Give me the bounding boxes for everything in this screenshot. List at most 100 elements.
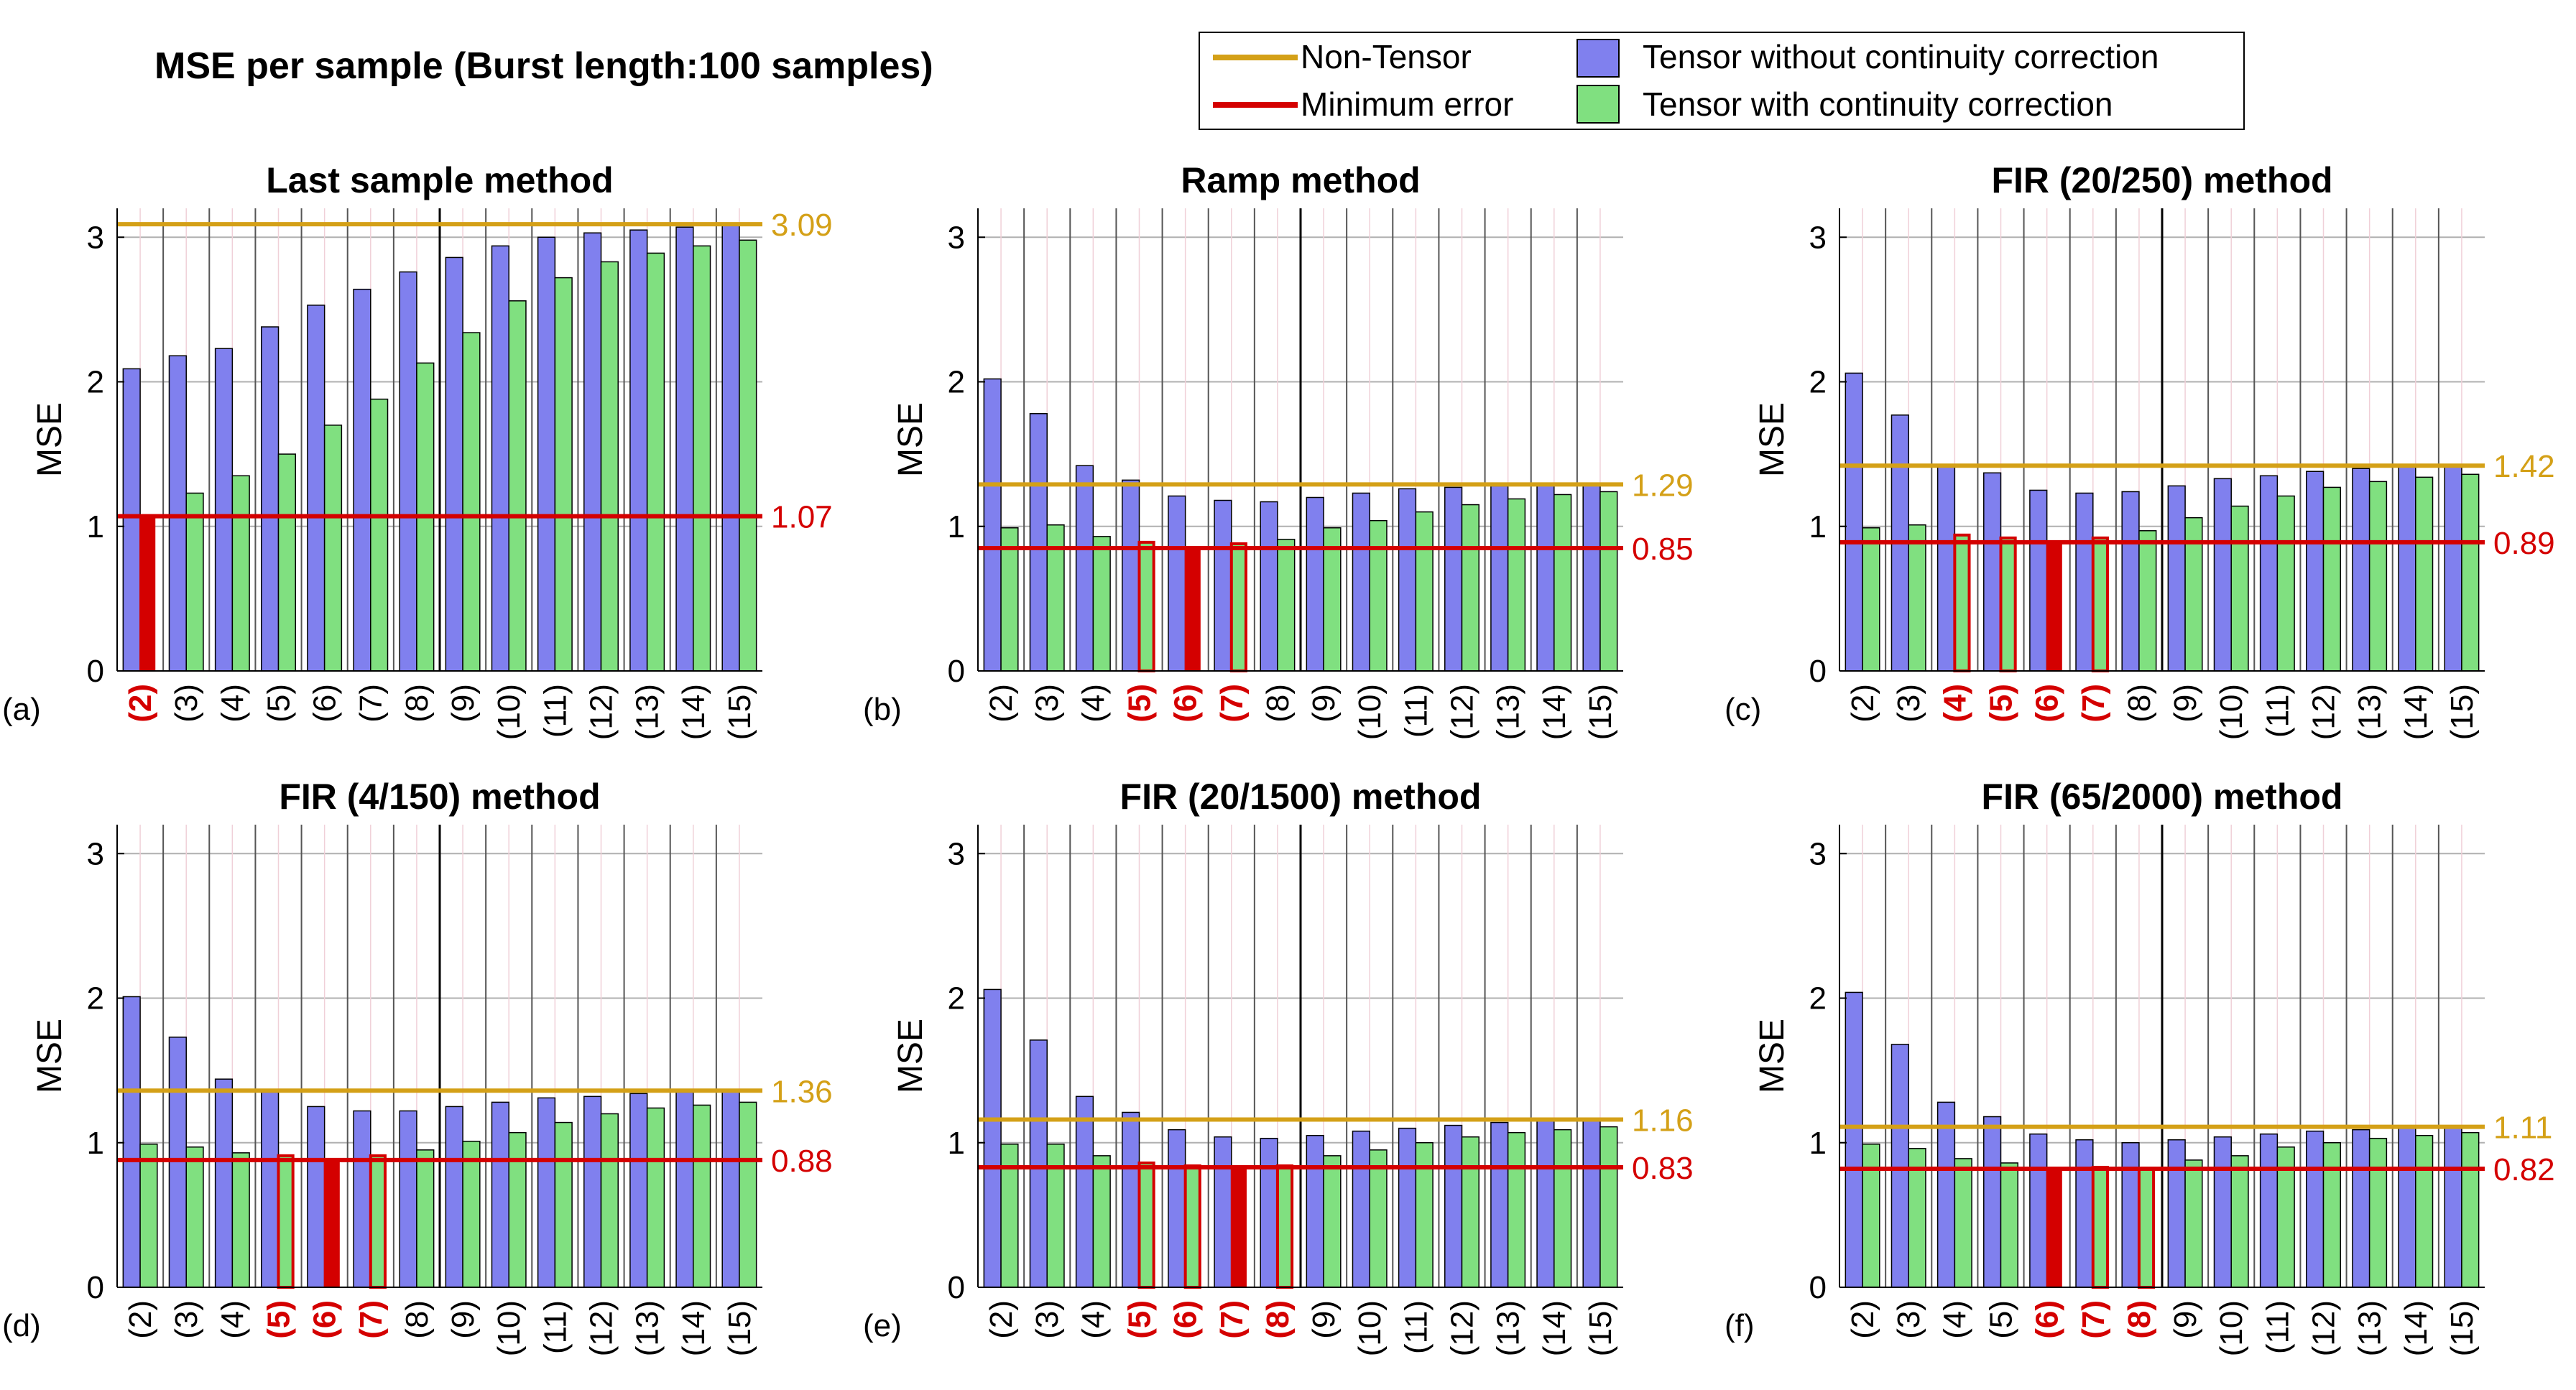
y-axis-label: MSE [892, 1019, 930, 1093]
x-tick-label: (4) [1937, 1300, 1972, 1339]
bar-without-correction [2075, 492, 2094, 672]
x-tick-label: (7) [1214, 1300, 1250, 1339]
bar-with-correction [231, 475, 250, 672]
bar-without-correction [1983, 472, 2002, 672]
chart-title: FIR (65/2000) method [1982, 777, 2343, 817]
x-tick-label: (14) [1537, 1300, 1572, 1356]
x-tick-label: (3) [1891, 684, 1926, 723]
bar-with-correction [185, 492, 204, 672]
non-tensor-value-label: 1.42 [2493, 449, 2555, 484]
x-tick-label: (13) [1491, 1300, 1526, 1356]
bar-with-correction [2461, 1131, 2480, 1288]
bar-without-correction [1214, 1136, 1232, 1288]
bar-without-correction [1122, 1111, 1140, 1288]
bar-without-correction [1582, 483, 1601, 672]
bar-with-correction [2415, 1134, 2434, 1288]
x-tick-label: (4) [1076, 684, 1111, 723]
y-axis-label: MSE [1753, 402, 1791, 477]
x-tick-label: (6) [308, 684, 343, 723]
bar-with-correction [2415, 476, 2434, 672]
bar-without-correction [353, 1110, 371, 1288]
bar-without-correction [2121, 491, 2140, 672]
y-tick-label: 0 [948, 654, 965, 689]
bar-without-correction [491, 1101, 509, 1288]
bar-without-correction [1352, 492, 1370, 672]
bar-without-correction [1306, 1134, 1324, 1288]
y-tick-label: 1 [87, 509, 104, 545]
legend-non-tensor-label: Non-Tensor [1301, 38, 1472, 75]
y-tick-label: 1 [1809, 1126, 1827, 1161]
bar-without-correction [1214, 499, 1232, 672]
bar-without-correction [1029, 1039, 1048, 1288]
x-tick-label: (15) [722, 1300, 757, 1356]
y-tick-label: 1 [948, 509, 965, 545]
bar-without-correction [675, 226, 694, 672]
bar-with-correction [277, 1154, 295, 1289]
bar-with-correction [646, 252, 665, 672]
chart-title: FIR (4/150) method [279, 777, 600, 817]
x-tick-label: (5) [1984, 684, 2019, 723]
bar-without-correction [583, 1095, 602, 1288]
x-tick-label: (11) [1398, 684, 1434, 738]
bar-with-correction [508, 300, 527, 672]
x-tick-label: (5) [1122, 684, 1158, 723]
bar-without-correction [168, 355, 187, 672]
bar-without-correction [2075, 1139, 2094, 1288]
bar-without-correction [2352, 1129, 2370, 1288]
bar-with-correction [2322, 486, 2341, 672]
bar-without-correction [721, 223, 740, 672]
bar-with-correction [1369, 1149, 1388, 1288]
x-tick-label: (10) [491, 684, 527, 740]
bar-with-correction [1999, 536, 2017, 672]
y-tick-label: 1 [1809, 509, 1827, 545]
minimum-error-value-label: 0.82 [2493, 1152, 2555, 1187]
bar-with-correction [2461, 473, 2480, 672]
bar-with-correction [693, 245, 711, 672]
bar-without-correction [675, 1091, 694, 1288]
x-tick-label: (15) [1583, 1300, 1618, 1356]
y-tick-label: 2 [1809, 365, 1827, 400]
bar-with-correction [2230, 505, 2249, 672]
bar-without-correction [2167, 485, 2186, 672]
x-tick-label: (3) [1891, 1300, 1926, 1339]
non-tensor-value-label: 1.36 [771, 1074, 833, 1109]
bar-without-correction [1845, 991, 1863, 1288]
x-tick-label: (7) [354, 684, 389, 723]
bar-without-correction [2029, 1133, 2048, 1288]
x-tick-label: (3) [1030, 1300, 1065, 1339]
chart-title: FIR (20/250) method [1991, 160, 2332, 200]
bar-with-correction [508, 1131, 527, 1288]
bar-with-correction [231, 1152, 250, 1288]
x-tick-label: (9) [1306, 1300, 1342, 1339]
bar-without-correction [1075, 465, 1094, 672]
x-tick-label: (8) [400, 684, 435, 723]
x-tick-label: (13) [2353, 1300, 2388, 1356]
x-tick-label: (14) [1537, 684, 1572, 740]
bar-without-correction [1845, 372, 1863, 672]
x-tick-label: (12) [584, 684, 619, 740]
bar-with-correction [693, 1104, 711, 1288]
bar-without-correction [2213, 1136, 2232, 1288]
bar-without-correction [1582, 1118, 1601, 1288]
x-tick-label: (3) [1030, 684, 1065, 723]
bar-without-correction [214, 348, 234, 672]
bar-without-correction [261, 1091, 280, 1288]
bar-with-correction [1137, 540, 1155, 673]
bar-with-correction [1554, 494, 1572, 672]
bar-with-correction [2091, 1165, 2109, 1289]
bar-with-correction [739, 239, 757, 672]
y-tick-label: 1 [87, 1126, 104, 1161]
x-tick-label: (15) [2445, 1300, 2480, 1356]
bar-without-correction [1075, 1095, 1094, 1288]
bar-without-correction [2213, 478, 2232, 672]
legend-without-correction-swatch [1576, 39, 1620, 78]
bar-with-correction [1184, 547, 1201, 672]
x-tick-label: (12) [2307, 684, 2342, 740]
x-tick-label: (13) [630, 684, 665, 740]
bar-without-correction [1936, 1101, 1956, 1288]
bar-without-correction [537, 236, 556, 672]
bar-without-correction [1352, 1130, 1370, 1288]
chart-panel-5: 1.11 0.82 0 1 2 3 MSE FIR (65/2000) method (f) (2… [1725, 777, 2555, 1356]
x-tick-label: (10) [491, 1300, 527, 1356]
